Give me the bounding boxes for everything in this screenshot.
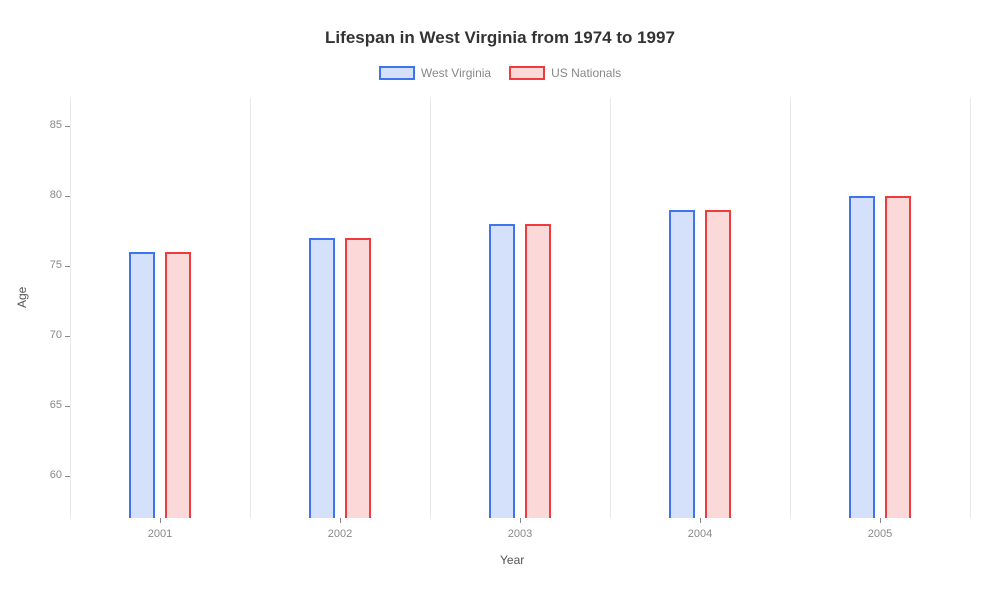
x-tick-mark (880, 518, 881, 523)
y-tick-mark (65, 196, 70, 197)
y-axis-title: Age (15, 287, 29, 308)
x-axis-title: Year (500, 553, 524, 567)
y-tick-label: 60 (32, 469, 62, 481)
v-gridline (610, 98, 611, 518)
x-tick-mark (520, 518, 521, 523)
v-gridline (70, 98, 71, 518)
bar[interactable] (489, 224, 515, 518)
bar[interactable] (849, 196, 875, 518)
y-tick-mark (65, 476, 70, 477)
x-tick-mark (160, 518, 161, 523)
legend-item-us[interactable]: US Nationals (509, 66, 621, 80)
x-tick-label: 2002 (300, 528, 380, 540)
bar[interactable] (129, 252, 155, 518)
bar[interactable] (525, 224, 551, 518)
y-tick-label: 75 (32, 259, 62, 271)
bar[interactable] (345, 238, 371, 518)
bar[interactable] (165, 252, 191, 518)
legend-label-us: US Nationals (551, 66, 621, 80)
bar[interactable] (705, 210, 731, 518)
legend-swatch-us (509, 66, 545, 80)
x-tick-label: 2003 (480, 528, 560, 540)
x-tick-label: 2004 (660, 528, 740, 540)
y-tick-mark (65, 266, 70, 267)
x-tick-mark (340, 518, 341, 523)
y-tick-mark (65, 406, 70, 407)
y-tick-label: 65 (32, 399, 62, 411)
legend: West Virginia US Nationals (0, 66, 1000, 80)
v-gridline (430, 98, 431, 518)
x-tick-mark (700, 518, 701, 523)
y-tick-label: 85 (32, 119, 62, 131)
y-tick-mark (65, 126, 70, 127)
v-gridline (790, 98, 791, 518)
y-tick-label: 80 (32, 189, 62, 201)
legend-swatch-wv (379, 66, 415, 80)
bar[interactable] (669, 210, 695, 518)
y-tick-label: 70 (32, 329, 62, 341)
bar[interactable] (309, 238, 335, 518)
chart-title: Lifespan in West Virginia from 1974 to 1… (0, 28, 1000, 48)
v-gridline (970, 98, 971, 518)
plot-area (70, 98, 970, 518)
v-gridline (250, 98, 251, 518)
y-tick-mark (65, 336, 70, 337)
x-tick-label: 2005 (840, 528, 920, 540)
x-tick-label: 2001 (120, 528, 200, 540)
legend-label-wv: West Virginia (421, 66, 491, 80)
legend-item-wv[interactable]: West Virginia (379, 66, 491, 80)
bar[interactable] (885, 196, 911, 518)
chart-container: Lifespan in West Virginia from 1974 to 1… (0, 0, 1000, 600)
